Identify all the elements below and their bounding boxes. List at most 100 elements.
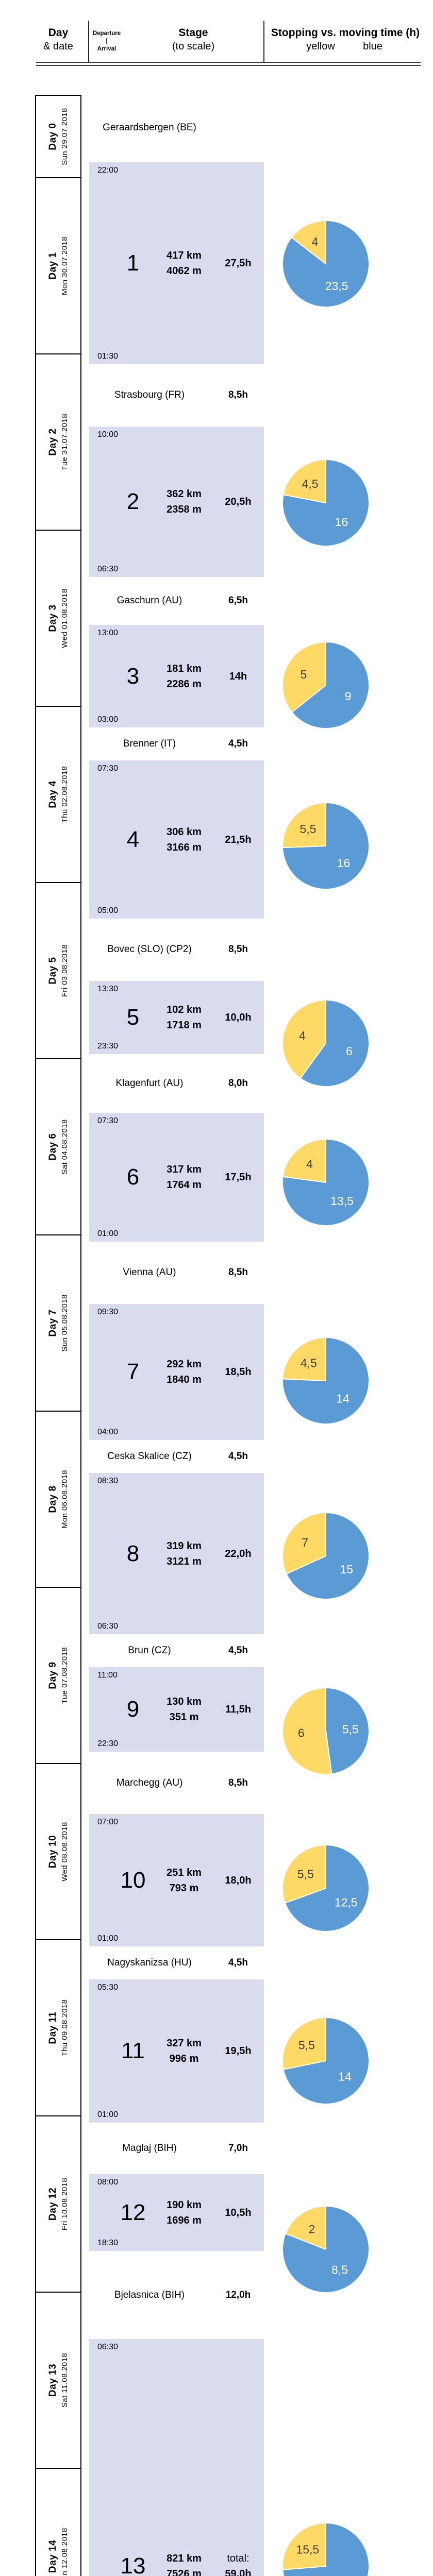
stage-number: 8 — [126, 1540, 140, 1566]
day-row-6: Day 6 Sat 04.08.2018 — [35, 1058, 81, 1235]
day-label: Day 9 — [47, 1662, 58, 1689]
day-label: Day 13 — [47, 2363, 58, 2397]
day-label-group: Day 7 Sun 05.08.2018 — [47, 1294, 69, 1352]
day-label: Day 0 — [47, 123, 58, 150]
stage-elevation: 996 m — [169, 2053, 199, 2064]
stop-name-8: Brun (CZ) — [128, 1645, 171, 1656]
stop-duration-11: 7,0h — [228, 2143, 248, 2154]
pie-slice-moving — [325, 1687, 370, 1775]
day-label-group: Day 0 Sun 29.07.2018 — [47, 108, 69, 165]
day-label: Day 10 — [47, 1835, 58, 1869]
pie-chart-stage-1: 23,54 — [282, 220, 370, 308]
stage-box-7: 09:30 04:00 7 292 km 1840 m 18,5h — [89, 1304, 264, 1440]
stage-distance-elevation: 362 km 2358 m — [166, 486, 202, 517]
day-label: Day 11 — [47, 2011, 58, 2044]
legend-yellow-label: yellow — [306, 41, 335, 53]
stage-elevation: 1696 m — [166, 2214, 202, 2226]
stop-name-3: Brenner (IT) — [123, 738, 176, 749]
pie-label-moving: 16 — [337, 856, 351, 870]
departure-time: 05:30 — [97, 1983, 119, 1992]
stage-distance: 102 km — [166, 1004, 202, 1015]
pie-slice-moving — [299, 999, 370, 1087]
arrival-time: 18:30 — [97, 2239, 119, 2247]
pie-label-stopping: 4 — [306, 1157, 313, 1171]
header-divider-left — [88, 21, 89, 63]
arrival-time: 06:30 — [97, 1622, 119, 1631]
stop-name-12: Bjelasnica (BIH) — [114, 2290, 185, 2300]
stop-duration-7: 4,5h — [228, 1451, 248, 1462]
day-row-10: Day 10 Wed 08.08.2018 — [35, 1763, 81, 1940]
day-label-group: Day 3 Wed 01.08.2018 — [47, 588, 69, 648]
day-date: Mon 30.07.2018 — [60, 236, 69, 296]
stage-box-6: 07:30 01:00 6 317 km 1764 m 17,5h — [89, 1113, 264, 1242]
stop-duration-2: 6,5h — [228, 595, 248, 606]
day-label: Day 5 — [47, 957, 58, 985]
pie-slice-moving — [285, 1844, 370, 1932]
pie-slice-stopping — [282, 1687, 332, 1775]
stage-distance-elevation: 130 km 351 m — [166, 1694, 202, 1725]
day-date: Sun 29.07.2018 — [60, 108, 69, 165]
day-row-7: Day 7 Sun 05.08.2018 — [35, 1234, 81, 1412]
day-label-group: Day 4 Thu 02.08.2018 — [47, 766, 69, 823]
stage-box-5: 13:30 23:30 5 102 km 1718 m 10,0h — [89, 981, 264, 1054]
day-date: Tue 07.08.2018 — [60, 1647, 69, 1704]
day-row-0: Day 0 Sun 29.07.2018 — [35, 95, 81, 178]
departure-time: 08:30 — [97, 1477, 119, 1485]
stage-distance-elevation: 102 km 1718 m — [166, 1002, 202, 1033]
arrival-time: 22:30 — [97, 1739, 119, 1748]
pie-slice-stopping — [285, 2206, 326, 2250]
pie-label-moving: 13,5 — [330, 1194, 354, 1208]
stage-distance: 306 km — [166, 826, 202, 838]
arrival-time: 23:30 — [97, 1042, 119, 1050]
stage-distance: 181 km — [166, 663, 202, 674]
stage-number: 5 — [126, 1005, 140, 1030]
arrival-time: 01:30 — [97, 352, 119, 361]
stage-distance-elevation: 306 km 3166 m — [166, 824, 202, 855]
day-date: Wed 01.08.2018 — [60, 588, 69, 648]
stop-name-7: Ceska Skalice (CZ) — [107, 1451, 192, 1462]
pie-label-stopping: 5 — [300, 668, 307, 681]
header-double-rule — [36, 62, 421, 66]
stage-number: 7 — [126, 1359, 140, 1384]
stage-number: 3 — [126, 663, 140, 689]
stage-duration: 20,5h — [225, 496, 252, 507]
day-row-9: Day 9 Tue 07.08.2018 — [35, 1587, 81, 1764]
pie-label-stopping: 15,5 — [296, 2543, 319, 2556]
stage-box-3: 13:00 03:00 3 181 km 2286 m 14h — [89, 625, 264, 727]
stage-distance: 362 km — [166, 488, 202, 500]
departure-time: 13:30 — [97, 985, 119, 993]
stage-distance: 417 km — [166, 250, 202, 261]
arrival-time: 04:00 — [97, 1428, 119, 1436]
pie-label-stopping: 5,5 — [297, 1868, 314, 1881]
stage-distance: 190 km — [166, 2199, 202, 2211]
day-label: Day 1 — [47, 252, 58, 280]
stage-number: 12 — [120, 2199, 146, 2225]
header-day-column: Day & date — [35, 26, 81, 53]
stop-duration-12: 12,0h — [225, 2290, 251, 2300]
day-date: Sun 05.08.2018 — [60, 1294, 69, 1352]
day-row-14: Day 14 Sun 12.08.2018 — [35, 2468, 81, 2576]
stage-elevation: 351 m — [169, 1711, 199, 1723]
pie-label-moving: 9 — [345, 689, 352, 703]
day-label: Day 14 — [47, 2539, 58, 2573]
header-arrival: Arrival — [97, 45, 116, 52]
stage-box-1: 22:00 01:30 1 417 km 4062 m 27,5h — [89, 162, 264, 364]
pie-slice-stopping — [282, 1337, 326, 1381]
stage-elevation: 2286 m — [166, 678, 202, 690]
stage-elevation: 1764 m — [166, 1179, 202, 1191]
day-row-8: Day 8 Mon 06.08.2018 — [35, 1411, 81, 1588]
stage-box-2: 10:00 06:30 2 362 km 2358 m 20,5h — [89, 427, 264, 577]
pie-slice-moving — [282, 459, 370, 547]
stage-distance: 319 km — [166, 1540, 202, 1552]
pie-chart-stage-8: 15 7 — [282, 1512, 370, 1600]
stop-duration-9: 8,5h — [228, 1777, 248, 1788]
day-date: Thu 02.08.2018 — [60, 766, 69, 823]
pie-slice-stopping — [282, 1512, 326, 1574]
header-day-line2: & date — [43, 41, 73, 53]
stop-duration-1: 8,5h — [228, 389, 248, 400]
stop-name-1: Strasbourg (FR) — [114, 389, 185, 400]
pie-chart-stage-11: 145,5 — [282, 2017, 370, 2105]
pie-slice-moving — [286, 1512, 370, 1600]
stop-duration-10: 4,5h — [228, 1957, 248, 1968]
